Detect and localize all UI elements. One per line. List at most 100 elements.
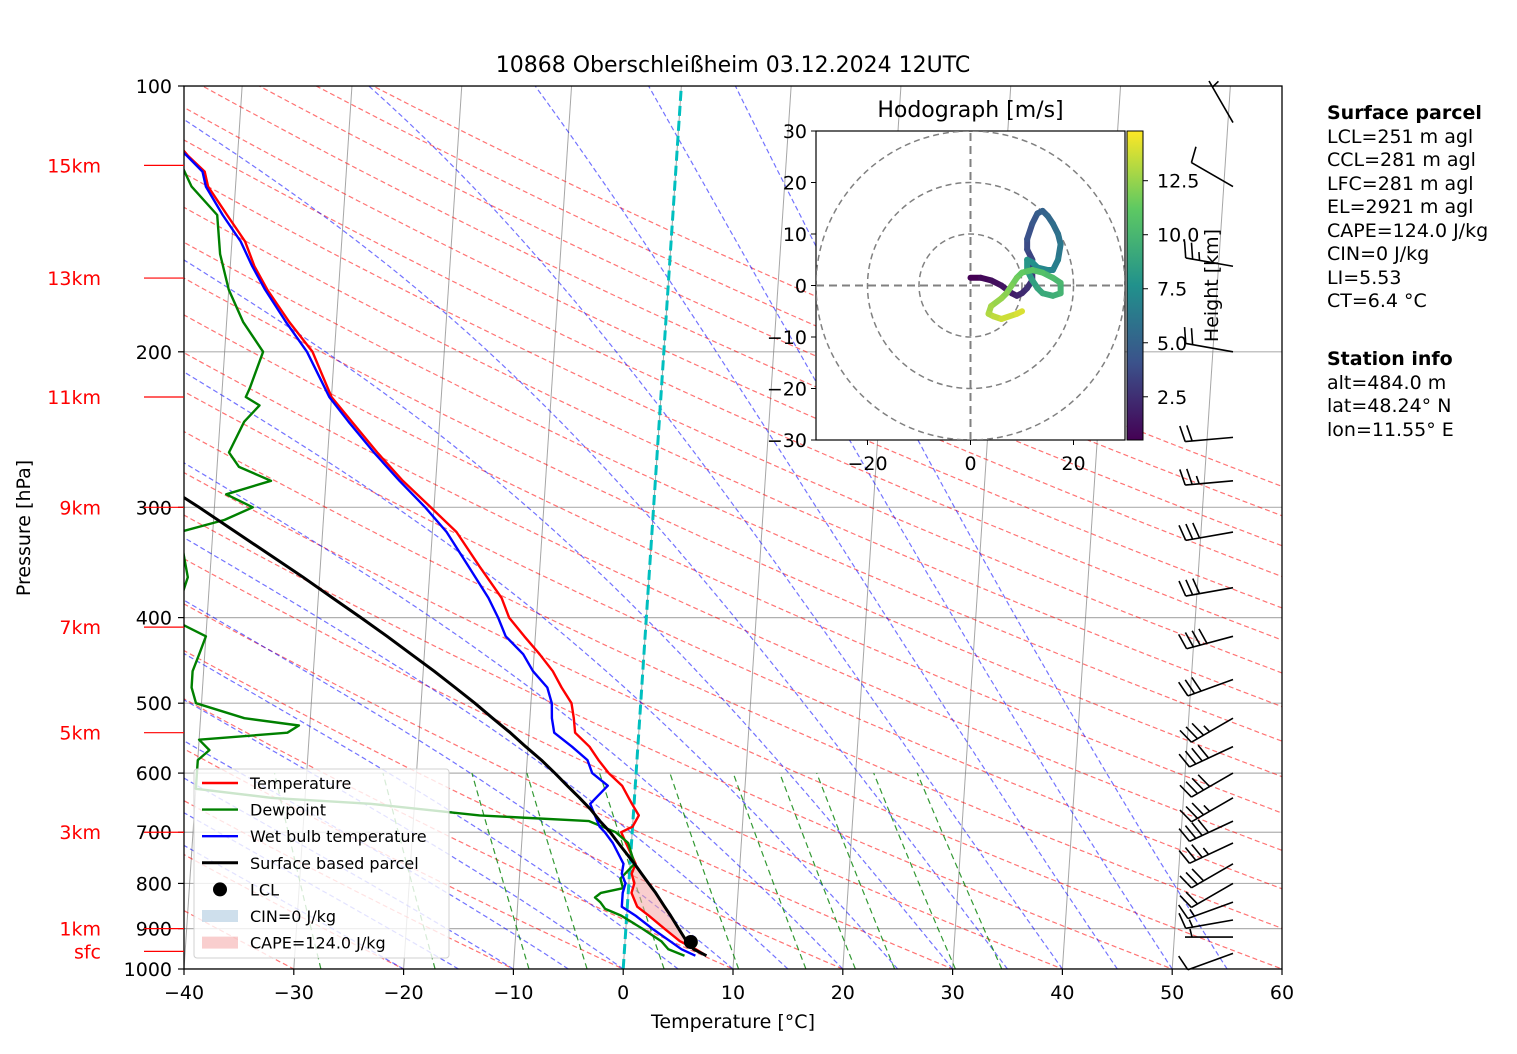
wind-barb (1190, 146, 1234, 188)
barb-flag (1178, 681, 1189, 697)
moist-adiabat (184, 462, 844, 969)
barb-flag (1197, 819, 1210, 834)
mixing-ratio-line (873, 772, 956, 969)
hodograph-ring (918, 233, 1023, 338)
wind-barb (1183, 326, 1234, 353)
legend-label: CAPE=124.0 J/kg (250, 934, 386, 953)
surface-parcel-line: CCL=281 m agl (1327, 149, 1476, 171)
dry-adiabat (371, 86, 1282, 488)
x-tick-label: 30 (941, 982, 965, 1004)
mixing-ratio-line (526, 772, 588, 969)
barb-half-flag (1189, 928, 1193, 938)
hodograph-y-tick-label: −10 (767, 327, 807, 349)
station-info-title: Station info (1327, 348, 1453, 370)
legend-swatch (213, 882, 227, 897)
legend-box (193, 768, 450, 959)
surface-parcel-line: CIN=0 J/kg (1327, 243, 1430, 265)
height-tick-label: 7km (59, 617, 101, 639)
hodograph-plot (816, 131, 1125, 440)
station-info-line: alt=484.0 m (1327, 371, 1447, 394)
barb-flag (1185, 871, 1199, 885)
isotherm-line (512, 86, 573, 969)
barb-flag (1185, 579, 1194, 596)
wind-barb (1179, 882, 1234, 909)
x-tick-label: 0 (617, 982, 629, 1004)
mixing-ratio-line (916, 772, 1003, 969)
barb-flag (1178, 753, 1191, 768)
series-dewpoint (184, 167, 685, 957)
barb-staff (1185, 257, 1234, 268)
y-tick-label: 300 (136, 497, 172, 519)
wind-barb (1178, 522, 1234, 542)
barb-staff (1208, 80, 1234, 123)
moist-adiabat (184, 740, 569, 969)
wind-barb (1178, 578, 1234, 597)
wind-barb (1179, 717, 1234, 743)
barb-half-flag (1188, 919, 1194, 928)
wind-barb (1178, 819, 1234, 843)
barb-staff (1189, 820, 1234, 843)
hodograph-y-tick-label: −30 (767, 430, 807, 452)
y-tick-label: 1000 (124, 959, 172, 981)
moist-adiabat (184, 371, 899, 969)
barb-flag (1191, 676, 1202, 692)
mixing-ratio-line (816, 772, 896, 969)
colorbar-tick-label: 10.0 (1157, 225, 1199, 247)
x-tick-label: −30 (274, 982, 314, 1004)
legend-label: CIN=0 J/kg (250, 907, 336, 926)
barb-flag (1178, 904, 1189, 920)
isotherm-line (73, 66, 134, 987)
mixing-ratio-line (779, 772, 856, 969)
x-tick-label: 10 (721, 982, 745, 1004)
barb-flag (1178, 828, 1191, 842)
y-tick-label: 800 (136, 873, 172, 895)
hodograph-title: Hodograph [m/s] (877, 98, 1063, 123)
surface-parcel-line: CAPE=124.0 J/kg (1327, 219, 1489, 242)
barb-flag (1179, 895, 1193, 908)
barb-half-flag (1203, 804, 1211, 812)
hodograph-y-tick-label: 0 (795, 276, 807, 298)
wind-barb (1178, 901, 1234, 920)
dry-adiabat (184, 277, 1282, 778)
moist-adiabat (368, 86, 1063, 969)
barb-staff (1191, 882, 1234, 909)
barb-flag (1185, 726, 1199, 740)
isotherm-line (1171, 86, 1231, 969)
dry-adiabat (184, 748, 625, 969)
station-info-panel: Station info alt=484.0 m lat=48.24° N lo… (1327, 348, 1454, 442)
colorbar-tick-label: 7.5 (1157, 279, 1187, 301)
height-tick-label: 9km (59, 497, 101, 519)
x-tick-label: 50 (1160, 982, 1184, 1004)
colorbar-label: Height [km] (1201, 229, 1223, 342)
wind-barb (1178, 912, 1234, 930)
barb-staff (1187, 952, 1234, 971)
cape-fill (621, 832, 696, 950)
barb-flag (1178, 955, 1189, 971)
barb-flag (1191, 747, 1203, 762)
y-tick-label: 900 (136, 919, 172, 941)
barb-flag (1190, 328, 1194, 345)
hodograph-y-tick-label: 20 (783, 173, 807, 195)
y-tick-label: 400 (136, 608, 172, 630)
axes: −40 −30 −20 −10 0 10 20 30 40 50 60100200300400500… (47, 76, 1294, 1004)
height-tick-label: 11km (47, 387, 101, 409)
wind-barbs (1177, 80, 1234, 971)
station-info-line: lat=48.24° N (1327, 395, 1452, 417)
height-tick-label: 13km (47, 268, 101, 290)
legend-label: Temperature (249, 774, 351, 793)
wind-barb (1179, 425, 1234, 443)
surface-parcel-line: CT=6.4 °C (1327, 290, 1427, 312)
barb-flag (1184, 750, 1197, 765)
moist-adiabat (184, 537, 789, 969)
series-wet-bulb-temperature (184, 151, 696, 957)
dry-adiabat (184, 514, 1174, 969)
barb-staff (1191, 161, 1234, 188)
y-tick-label: 700 (136, 822, 172, 844)
moist-adiabat (734, 86, 1228, 969)
barb-flag (1183, 326, 1187, 344)
wind-barb (1179, 863, 1234, 889)
colorbar (1126, 130, 1144, 441)
barb-flag (1192, 522, 1201, 539)
x-tick-label: 20 (831, 982, 855, 1004)
colorbar-tick-label: 2.5 (1157, 387, 1187, 409)
